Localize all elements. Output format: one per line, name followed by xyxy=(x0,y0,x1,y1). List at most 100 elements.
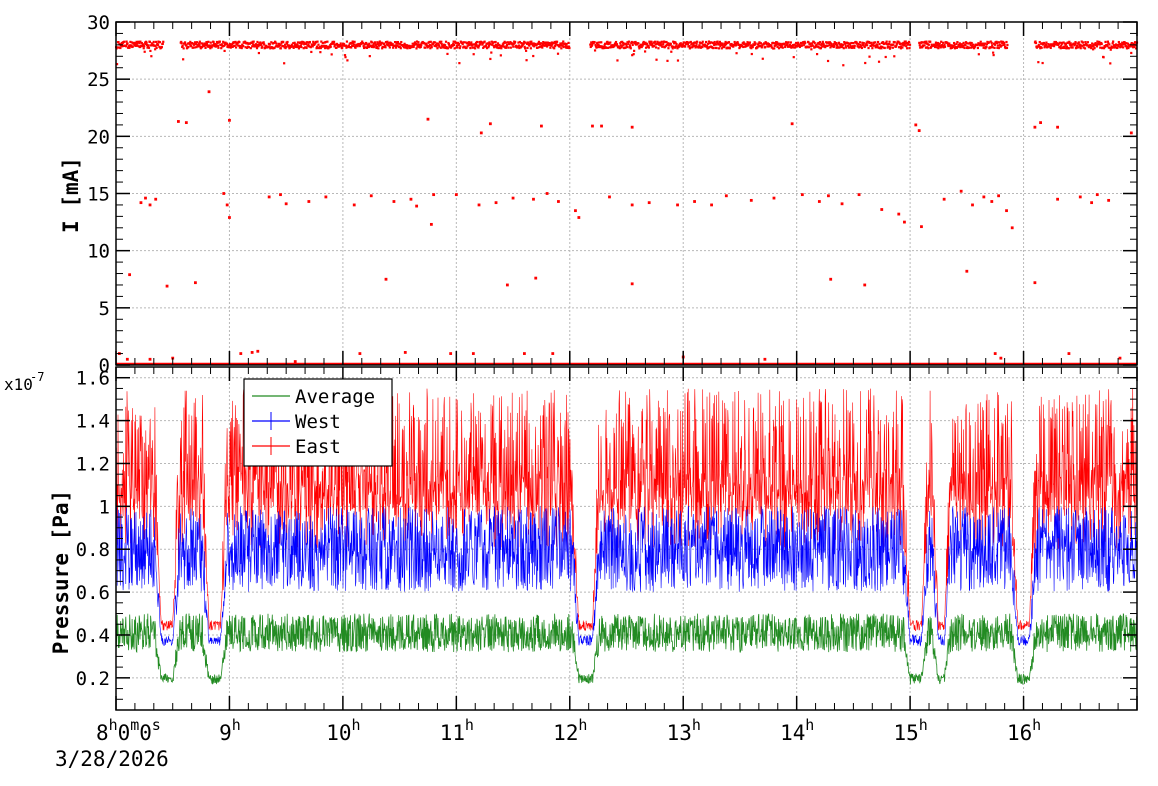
current-point xyxy=(1122,46,1125,49)
current-point xyxy=(625,45,629,49)
current-point xyxy=(139,201,143,205)
x-tick-label-hour: 10 xyxy=(326,721,351,745)
pressure-y-axis-label: Pressure [Pa] xyxy=(49,490,73,654)
current-point xyxy=(887,42,891,46)
current-point xyxy=(194,281,197,285)
current-point xyxy=(982,44,986,47)
current-point xyxy=(785,41,788,44)
current-point xyxy=(935,46,939,49)
current-point xyxy=(398,45,401,48)
current-point xyxy=(969,41,972,44)
current-point xyxy=(240,46,243,50)
current-point xyxy=(893,55,896,58)
current-point xyxy=(1101,46,1104,49)
current-point xyxy=(499,54,502,57)
current-point xyxy=(896,42,899,45)
x-tick-label-digit: 0 xyxy=(118,721,131,745)
current-point xyxy=(925,40,928,43)
current-point xyxy=(820,42,823,45)
current-point xyxy=(456,46,459,49)
current-point xyxy=(211,44,214,47)
current-point xyxy=(1077,41,1080,44)
current-point xyxy=(946,41,949,44)
current-point xyxy=(126,42,129,45)
current-point xyxy=(365,46,369,50)
current-point xyxy=(770,46,773,49)
current-point xyxy=(125,45,128,48)
current-point xyxy=(140,41,143,45)
current-point xyxy=(834,43,837,46)
current-point xyxy=(134,41,137,45)
current-point xyxy=(1037,61,1040,64)
current-point xyxy=(879,45,883,48)
current-point xyxy=(284,202,288,206)
current-point xyxy=(1114,45,1117,49)
current-point xyxy=(937,45,940,48)
current-point xyxy=(958,42,961,45)
current-point xyxy=(223,44,226,47)
current-point xyxy=(937,47,940,50)
current-point xyxy=(955,42,958,45)
current-point xyxy=(817,41,820,45)
current-point xyxy=(556,52,560,55)
current-point xyxy=(758,44,762,48)
current-point xyxy=(320,40,323,43)
current-point xyxy=(874,41,877,44)
current-point xyxy=(1104,40,1107,44)
current-point xyxy=(797,44,801,47)
current-point xyxy=(888,47,892,50)
current-point xyxy=(526,46,529,50)
current-point xyxy=(653,45,656,48)
current-point xyxy=(644,41,647,44)
current-point xyxy=(474,47,477,50)
current-point xyxy=(898,42,902,46)
current-point xyxy=(399,47,402,50)
current-point xyxy=(234,46,238,49)
current-point xyxy=(924,41,927,44)
pressure-axes: 0.2 0.4 0.6 0.8 1 1.2 1.4 1.6 xyxy=(76,366,1138,711)
current-point xyxy=(1095,43,1098,46)
current-point xyxy=(606,46,610,49)
current-point xyxy=(148,203,152,207)
current-point xyxy=(644,46,648,49)
current-point xyxy=(658,43,661,46)
current-point xyxy=(817,46,821,49)
current-point xyxy=(866,44,869,47)
current-point xyxy=(1052,42,1055,45)
current-point xyxy=(772,196,776,200)
current-point xyxy=(282,40,285,43)
current-point xyxy=(614,40,618,44)
current-point xyxy=(1098,40,1101,44)
current-point xyxy=(162,40,165,43)
current-point xyxy=(1041,43,1045,46)
current-point xyxy=(307,45,311,48)
current-point xyxy=(228,118,231,122)
current-point xyxy=(868,41,872,44)
current-point xyxy=(821,45,824,48)
current-point xyxy=(577,216,581,219)
current-point xyxy=(609,46,612,49)
current-point xyxy=(842,64,845,67)
current-point xyxy=(1117,45,1120,48)
current-point xyxy=(115,63,119,66)
current-point xyxy=(1000,44,1003,47)
current-point xyxy=(182,47,185,50)
current-point xyxy=(368,42,371,45)
current-point xyxy=(1053,43,1057,46)
current-point xyxy=(669,42,672,45)
current-point xyxy=(857,193,861,197)
current-point xyxy=(149,49,152,53)
pressure-y-tick-label: 1.4 xyxy=(76,411,110,433)
current-point xyxy=(639,43,642,46)
current-point xyxy=(259,41,262,44)
current-point xyxy=(748,41,752,44)
current-point xyxy=(671,45,674,48)
x-tick-label-unit: h xyxy=(109,716,118,734)
current-point xyxy=(991,46,994,49)
current-point xyxy=(745,44,748,47)
current-point xyxy=(872,44,875,47)
current-point xyxy=(361,40,364,43)
current-point xyxy=(343,44,346,47)
current-point xyxy=(784,44,787,47)
